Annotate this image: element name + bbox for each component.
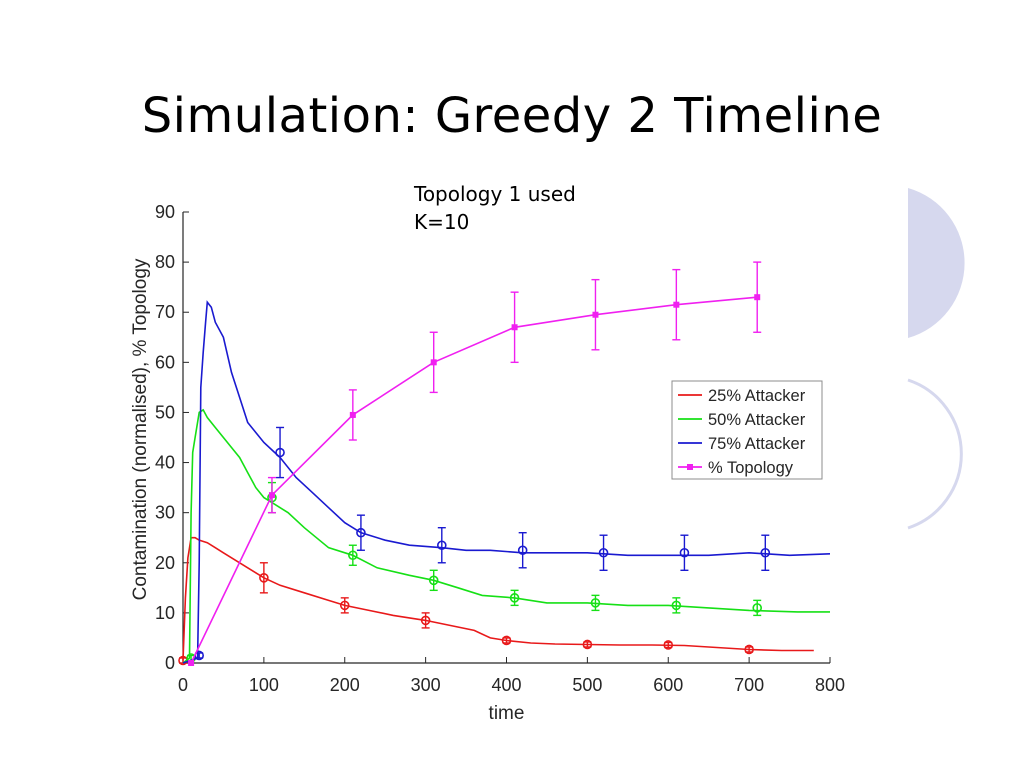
x-tick-label: 600 — [653, 675, 683, 695]
y-tick-label: 90 — [155, 202, 175, 222]
data-point — [679, 547, 690, 558]
data-point — [349, 411, 356, 418]
x-tick-label: 100 — [249, 675, 279, 695]
legend-label: % Topology — [708, 459, 794, 477]
x-tick-label: 700 — [734, 675, 764, 695]
y-tick-label: 30 — [155, 503, 175, 523]
data-point — [754, 294, 761, 301]
data-point — [501, 635, 512, 646]
note-topology: Topology 1 used — [414, 182, 576, 206]
data-point — [436, 540, 447, 551]
x-tick-label: 400 — [491, 675, 521, 695]
y-axis-label: Contamination (normalised), % Topology — [130, 258, 151, 600]
series-line — [190, 296, 758, 664]
series-25-attacker — [178, 536, 814, 666]
legend-box — [671, 380, 823, 480]
data-point — [356, 527, 366, 538]
data-point — [420, 615, 431, 626]
data-point — [509, 593, 520, 603]
x-tick-label: 0 — [178, 675, 188, 695]
data-point — [744, 644, 754, 655]
data-point — [268, 492, 275, 499]
data-point — [275, 447, 285, 458]
x-tick-label: 300 — [411, 675, 441, 695]
y-tick-label: 70 — [155, 302, 175, 322]
series-line — [182, 300, 831, 664]
y-tick-label: 0 — [165, 653, 175, 673]
decor-half-disc — [908, 188, 965, 338]
data-point — [511, 324, 518, 331]
series-line — [182, 536, 814, 661]
x-tick-label: 500 — [572, 675, 602, 695]
note-k: K=10 — [414, 210, 470, 234]
y-tick-label: 50 — [155, 402, 175, 422]
slide-notes: Topology 1 used K=10 — [414, 180, 576, 236]
y-tick-label: 60 — [155, 352, 175, 372]
data-point — [592, 311, 599, 318]
data-point — [752, 603, 763, 613]
x-axis-label: time — [489, 703, 525, 724]
decor-arc — [907, 378, 963, 530]
data-point — [590, 598, 601, 608]
y-tick-label: 40 — [155, 453, 175, 473]
data-point — [598, 547, 609, 558]
data-point — [188, 660, 195, 666]
y-tick-label: 80 — [155, 252, 175, 272]
data-point — [663, 640, 674, 650]
y-tick-label: 20 — [155, 553, 175, 573]
y-tick-label: 10 — [155, 603, 175, 623]
series--topology — [188, 261, 762, 666]
legend-marker — [687, 464, 693, 470]
data-point — [339, 600, 350, 611]
data-point — [673, 301, 680, 308]
chart-legend: 25% Attacker 50% Attacker 75% Attacker % To… — [671, 380, 823, 480]
slide-title: Simulation: Greedy 2 Timeline — [141, 88, 883, 144]
legend-label: 50% Attacker — [708, 411, 806, 429]
data-point — [428, 575, 439, 586]
legend-label: 75% Attacker — [708, 435, 806, 453]
data-point — [760, 547, 771, 558]
data-point — [671, 600, 682, 611]
x-tick-label: 200 — [330, 675, 360, 695]
data-point — [259, 573, 269, 583]
data-point — [582, 639, 593, 650]
chart-series — [178, 261, 831, 666]
chart-axes: 0 100 200 300 400 500 600 700 800 0 10 20 30 40 50 60 70… — [130, 202, 845, 724]
x-tick-label: 800 — [815, 675, 845, 695]
data-point — [348, 550, 358, 561]
data-point — [517, 545, 528, 556]
data-point — [430, 359, 437, 366]
series-75-attacker — [182, 300, 831, 664]
legend-label: 25% Attacker — [708, 387, 806, 405]
